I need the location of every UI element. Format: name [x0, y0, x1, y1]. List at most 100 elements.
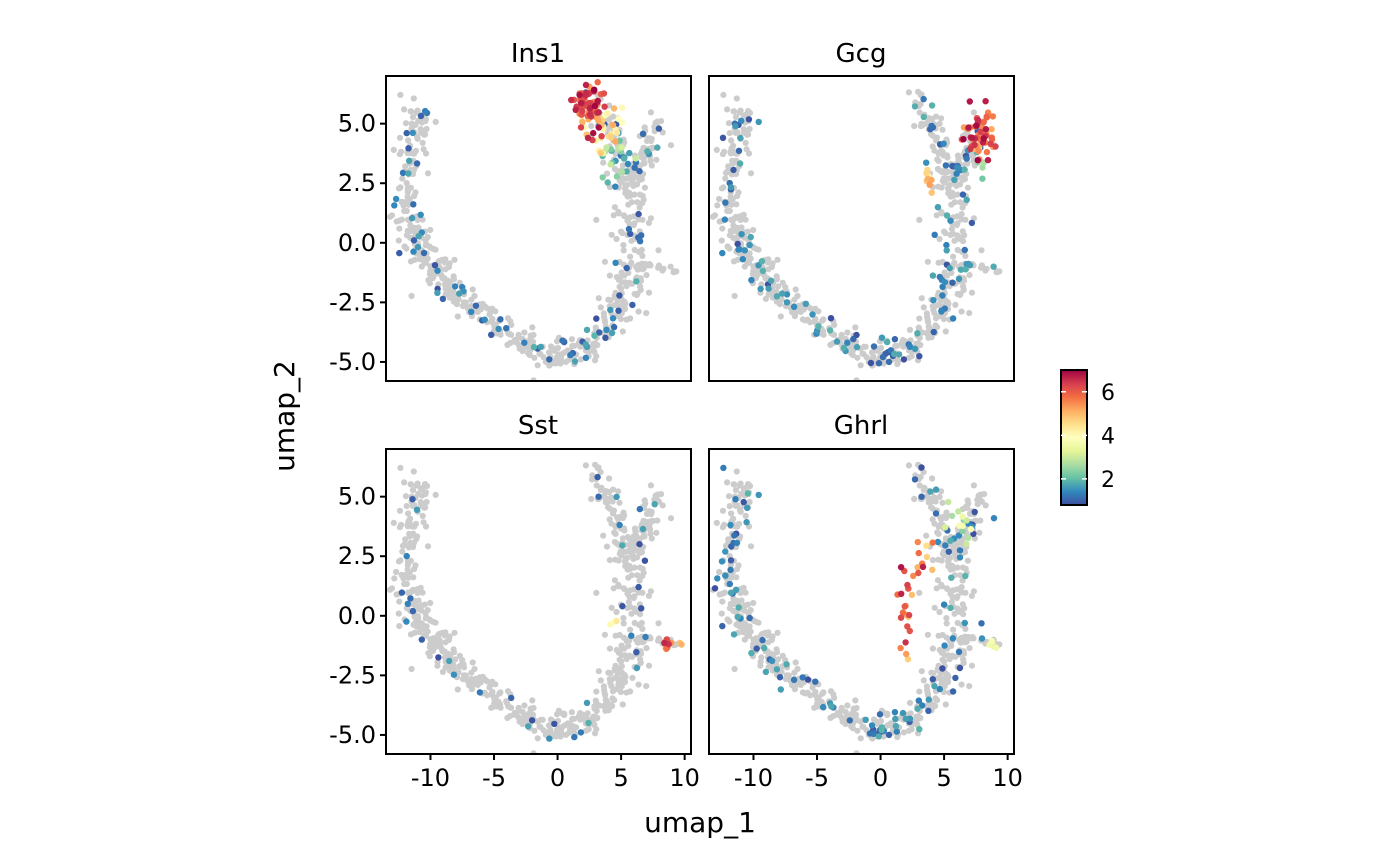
cell-point-ghrl — [933, 585, 940, 592]
expressing-cell-point-ghrl — [914, 705, 921, 712]
expressing-cell-point-gcg — [980, 119, 987, 126]
cell-point-ghrl — [942, 701, 949, 708]
cell-point-gcg — [724, 106, 731, 113]
cell-point-gcg — [778, 296, 785, 303]
cell-point-sst — [428, 648, 435, 655]
expressing-cell-point-gcg — [966, 261, 974, 269]
cell-point-ghrl — [982, 502, 989, 509]
cell-point-ghrl — [900, 729, 908, 736]
expressing-cell-point-sst — [613, 493, 620, 501]
cell-point-sst — [432, 619, 439, 626]
expressing-cell-point-sst — [409, 496, 416, 503]
cell-point-ins1 — [405, 137, 412, 144]
expressing-cell-point-ins1 — [586, 100, 593, 107]
expressing-cell-point-gcg — [947, 217, 954, 224]
expressing-cell-point-ghrl — [902, 715, 909, 723]
cell-point-gcg — [854, 354, 861, 361]
cell-point-sst — [534, 735, 541, 742]
expressing-cell-point-ins1 — [599, 174, 606, 181]
cell-point-gcg — [937, 167, 944, 174]
expressing-cell-point-gcg — [916, 353, 923, 360]
cell-point-sst — [418, 492, 425, 499]
cell-point-ghrl — [872, 718, 880, 725]
axes: -5.0 -2.5 0.0 2.5 5.0 -5.0 -2.5 0.0 2.5 5.0 -10 -5 0… — [329, 110, 1023, 792]
expressing-cell-point-ins1 — [537, 343, 544, 351]
expressing-cell-point-ins1 — [579, 108, 586, 115]
cell-point-sst — [620, 615, 627, 622]
cell-point-sst — [608, 494, 615, 501]
cell-point-ins1 — [593, 353, 600, 360]
expressing-cell-point-ins1 — [582, 341, 589, 348]
cell-point-sst — [618, 663, 625, 670]
expressing-cell-point-ins1 — [603, 144, 610, 151]
cell-point-gcg — [936, 120, 943, 127]
cell-point-ghrl — [962, 625, 969, 633]
cell-point-ghrl — [960, 659, 967, 667]
cell-point-sst — [419, 589, 426, 596]
cell-point-ins1 — [600, 159, 607, 166]
expressing-cell-point-ins1 — [594, 79, 601, 86]
cell-point-sst — [414, 589, 421, 597]
expressing-cell-point-gcg — [840, 344, 848, 352]
cell-point-ghrl — [916, 589, 923, 597]
cell-point-ghrl — [934, 529, 941, 536]
expressing-cell-point-ins1 — [399, 169, 407, 177]
y-tick-label: 0.0 — [338, 229, 376, 257]
expressing-cell-point-ghrl — [919, 702, 926, 709]
expressing-cell-point-gcg — [755, 118, 762, 126]
expressing-cell-point-ins1 — [579, 118, 586, 126]
cell-point-sst — [490, 703, 497, 710]
expressing-cell-point-gcg — [942, 162, 950, 169]
expressing-cell-point-gcg — [736, 246, 743, 253]
expressing-cell-point-ins1 — [626, 149, 633, 157]
cell-point-gcg — [932, 322, 939, 329]
cell-point-sst — [402, 493, 410, 500]
expressing-cell-point-gcg — [911, 345, 919, 352]
expressing-cell-point-ghrl — [719, 622, 726, 630]
cell-point-gcg — [941, 179, 948, 186]
cell-point-ghrl — [755, 619, 762, 626]
expressing-cell-point-gcg — [946, 264, 953, 272]
expressing-cell-point-ins1 — [456, 290, 463, 297]
cell-point-sst — [427, 599, 434, 607]
cell-point-ghrl — [792, 659, 799, 666]
expressing-cell-point-ghrl — [901, 603, 908, 610]
expressing-cell-point-gcg — [826, 327, 834, 334]
cell-point-sst — [439, 668, 446, 676]
cell-point-sst — [627, 603, 634, 611]
cell-point-sst — [446, 667, 453, 674]
expressing-cell-point-ins1 — [403, 129, 410, 137]
expressing-cell-point-ghrl — [905, 611, 913, 619]
cell-point-gcg — [716, 195, 723, 203]
expressing-cell-point-sst — [476, 689, 484, 696]
cell-point-ghrl — [975, 492, 982, 499]
x-tick-label: 5 — [936, 764, 951, 792]
cell-point-ghrl — [918, 668, 925, 675]
expressing-cell-point-ghrl — [956, 547, 964, 554]
cell-point-sst — [623, 561, 630, 568]
cell-point-ghrl — [981, 491, 988, 498]
cell-point-gcg — [894, 358, 902, 365]
cell-point-ins1 — [605, 116, 613, 123]
cell-point-ins1 — [428, 275, 435, 282]
cell-point-sst — [603, 699, 610, 706]
cell-point-sst — [399, 548, 406, 555]
cell-point-sst — [398, 521, 405, 528]
cell-point-sst — [410, 621, 417, 628]
expressing-cell-point-ghrl — [902, 639, 909, 646]
cell-point-gcg — [929, 143, 936, 150]
expressing-cell-point-gcg — [783, 299, 791, 306]
cell-point-sst — [620, 634, 628, 641]
cell-point-ghrl — [887, 720, 895, 727]
expressing-cell-point-ins1 — [578, 99, 585, 107]
expressing-cell-point-ins1 — [631, 164, 638, 171]
cell-point-ghrl — [936, 493, 943, 500]
cell-point-gcg — [774, 256, 781, 263]
cell-point-ghrl — [969, 634, 976, 641]
cell-point-ghrl — [970, 588, 978, 595]
cell-point-ghrl — [932, 695, 939, 702]
expressing-cell-point-ghrl — [878, 726, 885, 734]
colorbar-tick-label: 6 — [1101, 381, 1115, 406]
expressing-cell-point-ghrl — [746, 614, 753, 622]
expressing-cell-point-ghrl — [711, 585, 719, 592]
